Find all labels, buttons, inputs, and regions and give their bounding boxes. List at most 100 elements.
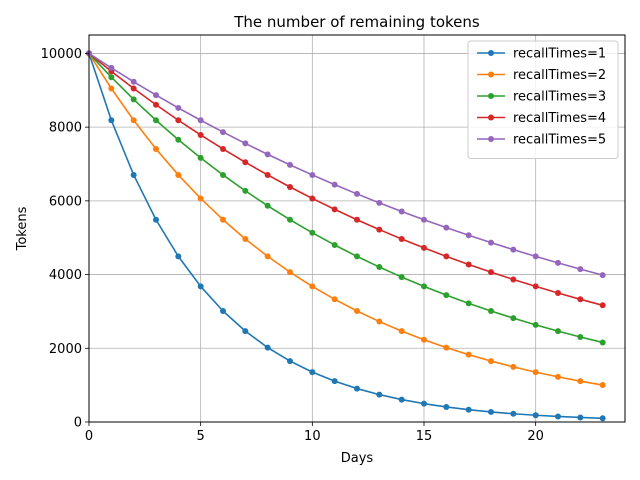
data-point — [287, 216, 293, 223]
data-point — [599, 339, 606, 346]
x-tick-label: 0 — [85, 429, 93, 444]
data-point — [175, 136, 182, 143]
data-point — [443, 403, 450, 410]
data-point — [532, 412, 539, 419]
series-5 — [86, 50, 606, 279]
data-point — [532, 369, 539, 376]
data-point — [220, 171, 226, 178]
legend-label: recallTimes=3 — [513, 90, 606, 105]
plot-frame — [88, 34, 626, 423]
data-point — [197, 195, 204, 202]
legend-label: recallTimes=5 — [513, 133, 606, 148]
series-line — [88, 52, 603, 307]
data-point — [555, 259, 561, 266]
data-point — [577, 333, 584, 340]
legend-marker — [488, 93, 494, 99]
legend-label: recallTimes=1 — [513, 47, 606, 62]
legend-box — [467, 40, 619, 159]
data-point — [242, 187, 249, 194]
data-point — [577, 296, 584, 303]
data-point — [555, 328, 561, 335]
data-point — [130, 85, 137, 92]
data-point — [197, 131, 204, 138]
data-point — [331, 296, 338, 303]
series-4 — [86, 50, 606, 309]
data-point — [175, 117, 182, 124]
data-point — [354, 253, 360, 260]
legend-label: recallTimes=2 — [513, 68, 606, 83]
data-point — [309, 283, 316, 290]
data-point — [264, 151, 271, 158]
data-point — [242, 159, 249, 166]
legend: recallTimes=1 recallTimes=2 recallTimes=3 r… — [467, 40, 619, 159]
data-point — [465, 300, 472, 307]
data-point — [465, 261, 472, 268]
data-point — [532, 321, 539, 328]
data-point — [220, 145, 226, 152]
series-line — [88, 52, 603, 276]
data-point — [242, 235, 249, 242]
data-point — [398, 208, 405, 215]
data-point — [108, 74, 115, 81]
data-point — [264, 171, 271, 178]
data-point — [376, 391, 383, 398]
data-point — [532, 253, 539, 260]
data-point — [421, 400, 427, 407]
data-point — [108, 117, 115, 124]
legend-item-4: recallTimes=4 — [477, 111, 606, 126]
data-point — [599, 272, 606, 279]
data-point — [510, 410, 517, 417]
y-tick-label: 2000 — [49, 342, 82, 357]
data-point — [309, 229, 316, 236]
data-point — [153, 92, 159, 99]
data-point — [354, 385, 360, 392]
data-point — [220, 216, 226, 223]
y-axis-label: Tokens — [15, 206, 30, 251]
data-point — [354, 216, 360, 223]
data-point — [354, 307, 360, 314]
data-point — [398, 396, 405, 403]
data-point — [488, 239, 494, 246]
data-point — [421, 244, 427, 251]
data-point — [153, 145, 159, 152]
data-point — [510, 315, 517, 322]
series-line — [88, 53, 603, 420]
y-tick-label: 10000 — [41, 47, 82, 62]
data-point — [599, 302, 606, 309]
data-point — [577, 378, 584, 385]
data-point — [443, 224, 450, 231]
data-point — [287, 269, 293, 276]
data-point — [130, 171, 137, 178]
legend-item-1: recallTimes=1 — [477, 47, 606, 62]
data-point — [242, 328, 249, 335]
legend-item-3: recallTimes=3 — [477, 90, 606, 105]
data-point — [599, 415, 606, 422]
data-point — [197, 154, 204, 161]
legend-item-5: recallTimes=5 — [477, 133, 606, 148]
data-point — [287, 161, 293, 168]
data-point — [264, 253, 271, 260]
x-axis-label: Days — [341, 451, 374, 466]
x-tick-label: 20 — [527, 429, 544, 444]
data-point — [488, 307, 494, 314]
axis-ticks: 0 5 10 15 20 0 2000 4000 6000 8000 10000 — [41, 47, 544, 444]
series-line — [88, 52, 603, 344]
data-point — [130, 117, 137, 124]
data-point — [197, 117, 204, 124]
data-point — [153, 216, 159, 223]
y-tick-label: 6000 — [49, 194, 82, 209]
legend-marker — [488, 50, 494, 56]
data-point — [153, 101, 159, 108]
x-tick-label: 5 — [197, 429, 205, 444]
data-point — [376, 318, 383, 325]
data-point — [488, 269, 494, 276]
data-point — [465, 351, 472, 358]
data-point — [108, 85, 115, 92]
series-3 — [86, 50, 606, 346]
data-point — [153, 117, 159, 124]
data-point — [398, 274, 405, 281]
data-point — [443, 292, 450, 299]
x-tick-label: 10 — [304, 429, 321, 444]
data-point — [421, 216, 427, 223]
